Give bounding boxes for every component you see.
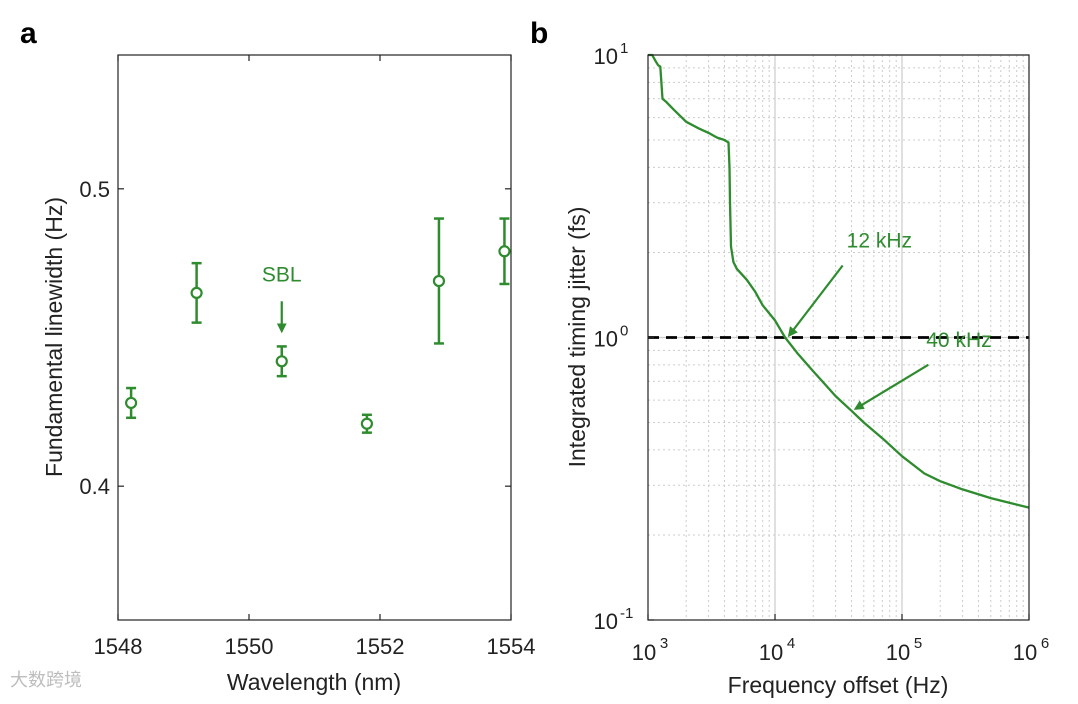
- panel-a-letter: a: [20, 17, 37, 50]
- chart-a-x-tick-label: 1552: [356, 634, 405, 659]
- annotation-sbl: SBL: [262, 263, 302, 286]
- chart-b-y-tick-exponent: -1: [620, 605, 633, 622]
- chart-b-y-tick-label: 10: [594, 327, 618, 352]
- annotation-label-2: 40 kHz: [926, 329, 991, 352]
- chart-b-x-tick-exponent: 5: [914, 635, 922, 652]
- chart-b-x-axis-label: Frequency offset (Hz): [728, 672, 949, 698]
- chart-b-x-tick-exponent: 4: [787, 635, 795, 652]
- data-point-2: [190, 286, 203, 299]
- chart-b-y-tick-exponent: 1: [620, 40, 628, 57]
- data-point-1: [125, 396, 138, 410]
- annotation-label-1: 12 kHz: [847, 230, 912, 253]
- chart-b-x-tick-label: 10: [632, 640, 656, 665]
- data-point-6: [498, 245, 511, 258]
- data-point-5: [432, 274, 446, 288]
- data-point-4: [360, 417, 373, 430]
- annotation-arrow-2: [853, 363, 929, 410]
- chart-b-y-tick-exponent: 0: [620, 323, 628, 340]
- panel-b-letter: b: [530, 17, 548, 50]
- chart-a-y-axis-label: Fundamental linewidth (Hz): [41, 197, 67, 477]
- chart-b-x-tick-exponent: 6: [1041, 635, 1049, 652]
- chart-a-axes-box: [117, 54, 512, 621]
- chart-b-y-tick-label: 10: [594, 609, 618, 634]
- chart-a-x-tick-label: 1548: [94, 634, 143, 659]
- jitter-series-line: [648, 53, 1030, 509]
- chart-a-y-tick-label: 0.4: [79, 474, 110, 499]
- annotation-arrow-1: [787, 264, 844, 338]
- chart-b-x-tick-exponent: 3: [660, 635, 668, 652]
- data-point-3: [275, 355, 288, 368]
- chart-b-x-tick-label: 10: [1013, 640, 1037, 665]
- chart-b-y-tick-label: 10: [594, 44, 618, 69]
- chart-a-x-tick-label: 1550: [225, 634, 274, 659]
- chart-a-x-tick-label: 1554: [487, 634, 536, 659]
- chart-a: SBL 1548 1550 1552 1554 0.4 0.5 Wavelength (n…: [41, 54, 536, 695]
- watermark-text: 大数跨境: [10, 670, 82, 690]
- chart-b-x-tick-label: 10: [886, 640, 910, 665]
- chart-b-x-tick-label: 10: [759, 640, 783, 665]
- chart-b-y-axis-label: Integrated timing jitter (fs): [564, 207, 590, 468]
- chart-a-x-axis-label: Wavelength (nm): [227, 669, 401, 695]
- chart-a-y-tick-label: 0.5: [79, 177, 110, 202]
